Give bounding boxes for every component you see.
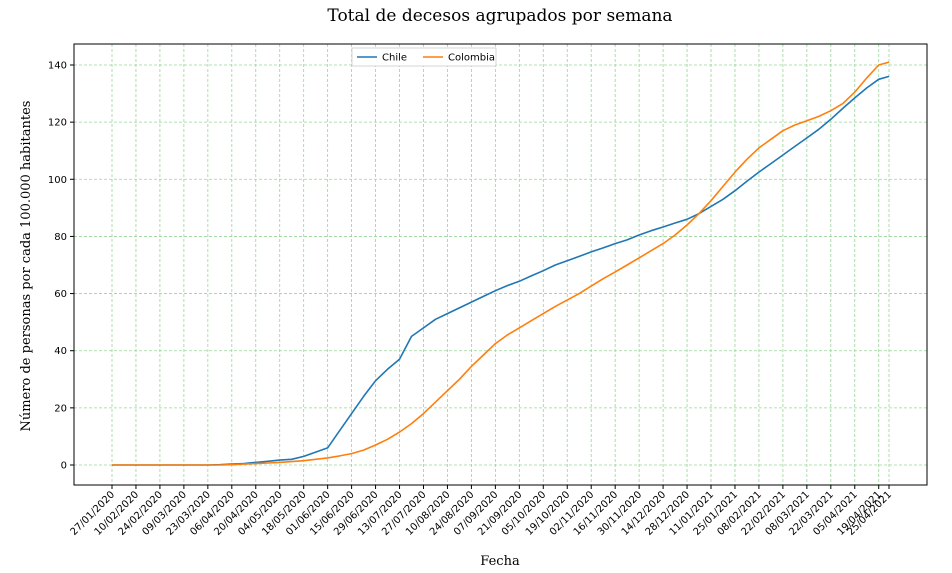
series-line-colombia xyxy=(112,61,890,466)
y-axis: 0 20 40 60 80 100 120 140 xyxy=(48,61,74,472)
y-tick-label: 120 xyxy=(48,118,67,129)
chart-title: Total de decesos agrupados por semana xyxy=(327,6,672,26)
legend-label-chile: Chile xyxy=(382,53,407,64)
legend-label-colombia: Colombia xyxy=(448,53,495,64)
y-axis-label: Número de personas por cada 100.000 habi… xyxy=(19,101,34,432)
y-tick-label: 40 xyxy=(54,346,67,357)
x-axis: 27/01/202010/02/202024/02/202009/03/2020… xyxy=(69,485,894,538)
y-tick-label: 100 xyxy=(48,175,67,186)
series-line-chile xyxy=(112,75,890,466)
y-tick-label: 80 xyxy=(54,232,67,243)
plot-frame xyxy=(73,43,928,486)
plot-lines xyxy=(112,61,890,466)
y-tick-label: 60 xyxy=(54,289,67,300)
y-tick-label: 140 xyxy=(48,61,67,72)
legend: Chile Colombia xyxy=(351,47,497,67)
grid-lines xyxy=(74,44,927,485)
y-tick-label: 0 xyxy=(61,461,67,472)
y-tick-label: 20 xyxy=(54,403,67,414)
x-axis-label: Fecha xyxy=(480,554,520,569)
